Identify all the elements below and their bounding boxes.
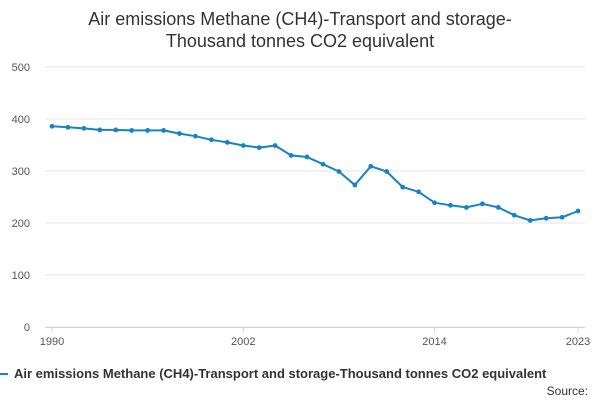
x-tick-label: 2014	[422, 336, 446, 348]
data-point	[320, 161, 326, 167]
data-point	[400, 184, 406, 190]
data-point	[575, 208, 581, 214]
y-tick-label: 200	[12, 218, 30, 230]
data-point	[527, 218, 533, 223]
axis-layer: 0 100 200 300 400 500 1990 2002 2014 2023	[12, 62, 591, 348]
x-tick-label: 2023	[566, 336, 590, 348]
data-point	[559, 214, 565, 220]
data-point	[256, 145, 262, 151]
chart-title: Air emissions Methane (CH4)-Transport an…	[0, 8, 600, 52]
data-point	[208, 137, 214, 143]
y-tick-label: 0	[24, 322, 30, 334]
legend[interactable]: Air emissions Methane (CH4)-Transport an…	[0, 366, 600, 386]
y-tick-label: 300	[12, 166, 30, 178]
data-point	[543, 215, 549, 221]
legend-label: Air emissions Methane (CH4)-Transport an…	[14, 366, 547, 381]
data-point	[384, 169, 390, 174]
data-point	[304, 154, 310, 160]
y-tick-label: 400	[12, 114, 30, 126]
data-point	[479, 201, 485, 207]
x-tick-label: 2002	[231, 336, 255, 348]
data-point	[145, 128, 151, 133]
data-point	[224, 140, 230, 145]
data-point	[368, 163, 374, 169]
data-point	[240, 143, 246, 148]
data-point	[49, 123, 55, 129]
data-point	[177, 131, 182, 136]
data-point	[81, 125, 87, 131]
data-point	[272, 143, 278, 148]
source-label: Source:	[546, 384, 588, 398]
data-point	[448, 202, 453, 208]
data-point	[495, 205, 501, 210]
data-point	[464, 205, 469, 210]
chart-title-line-1: Air emissions Methane (CH4)-Transport an…	[88, 9, 512, 29]
data-point	[416, 189, 422, 195]
data-point	[432, 200, 437, 206]
chart-title-line-2: Thousand tonnes CO2 equivalent	[165, 31, 435, 51]
y-tick-label: 100	[12, 270, 30, 282]
x-tick-label: 1990	[40, 336, 64, 348]
data-point	[336, 169, 342, 174]
legend-swatch-icon	[0, 372, 8, 375]
data-point	[193, 133, 198, 139]
data-point	[129, 128, 135, 133]
data-point	[352, 182, 358, 188]
data-point	[161, 128, 166, 133]
data-point	[288, 153, 294, 158]
grid-layer	[45, 66, 585, 328]
series-line	[51, 125, 579, 222]
series-layer	[49, 123, 581, 223]
data-point	[65, 124, 71, 130]
data-point	[97, 127, 103, 133]
y-tick-label: 500	[12, 62, 30, 74]
data-point	[113, 127, 119, 133]
data-point	[511, 212, 517, 218]
